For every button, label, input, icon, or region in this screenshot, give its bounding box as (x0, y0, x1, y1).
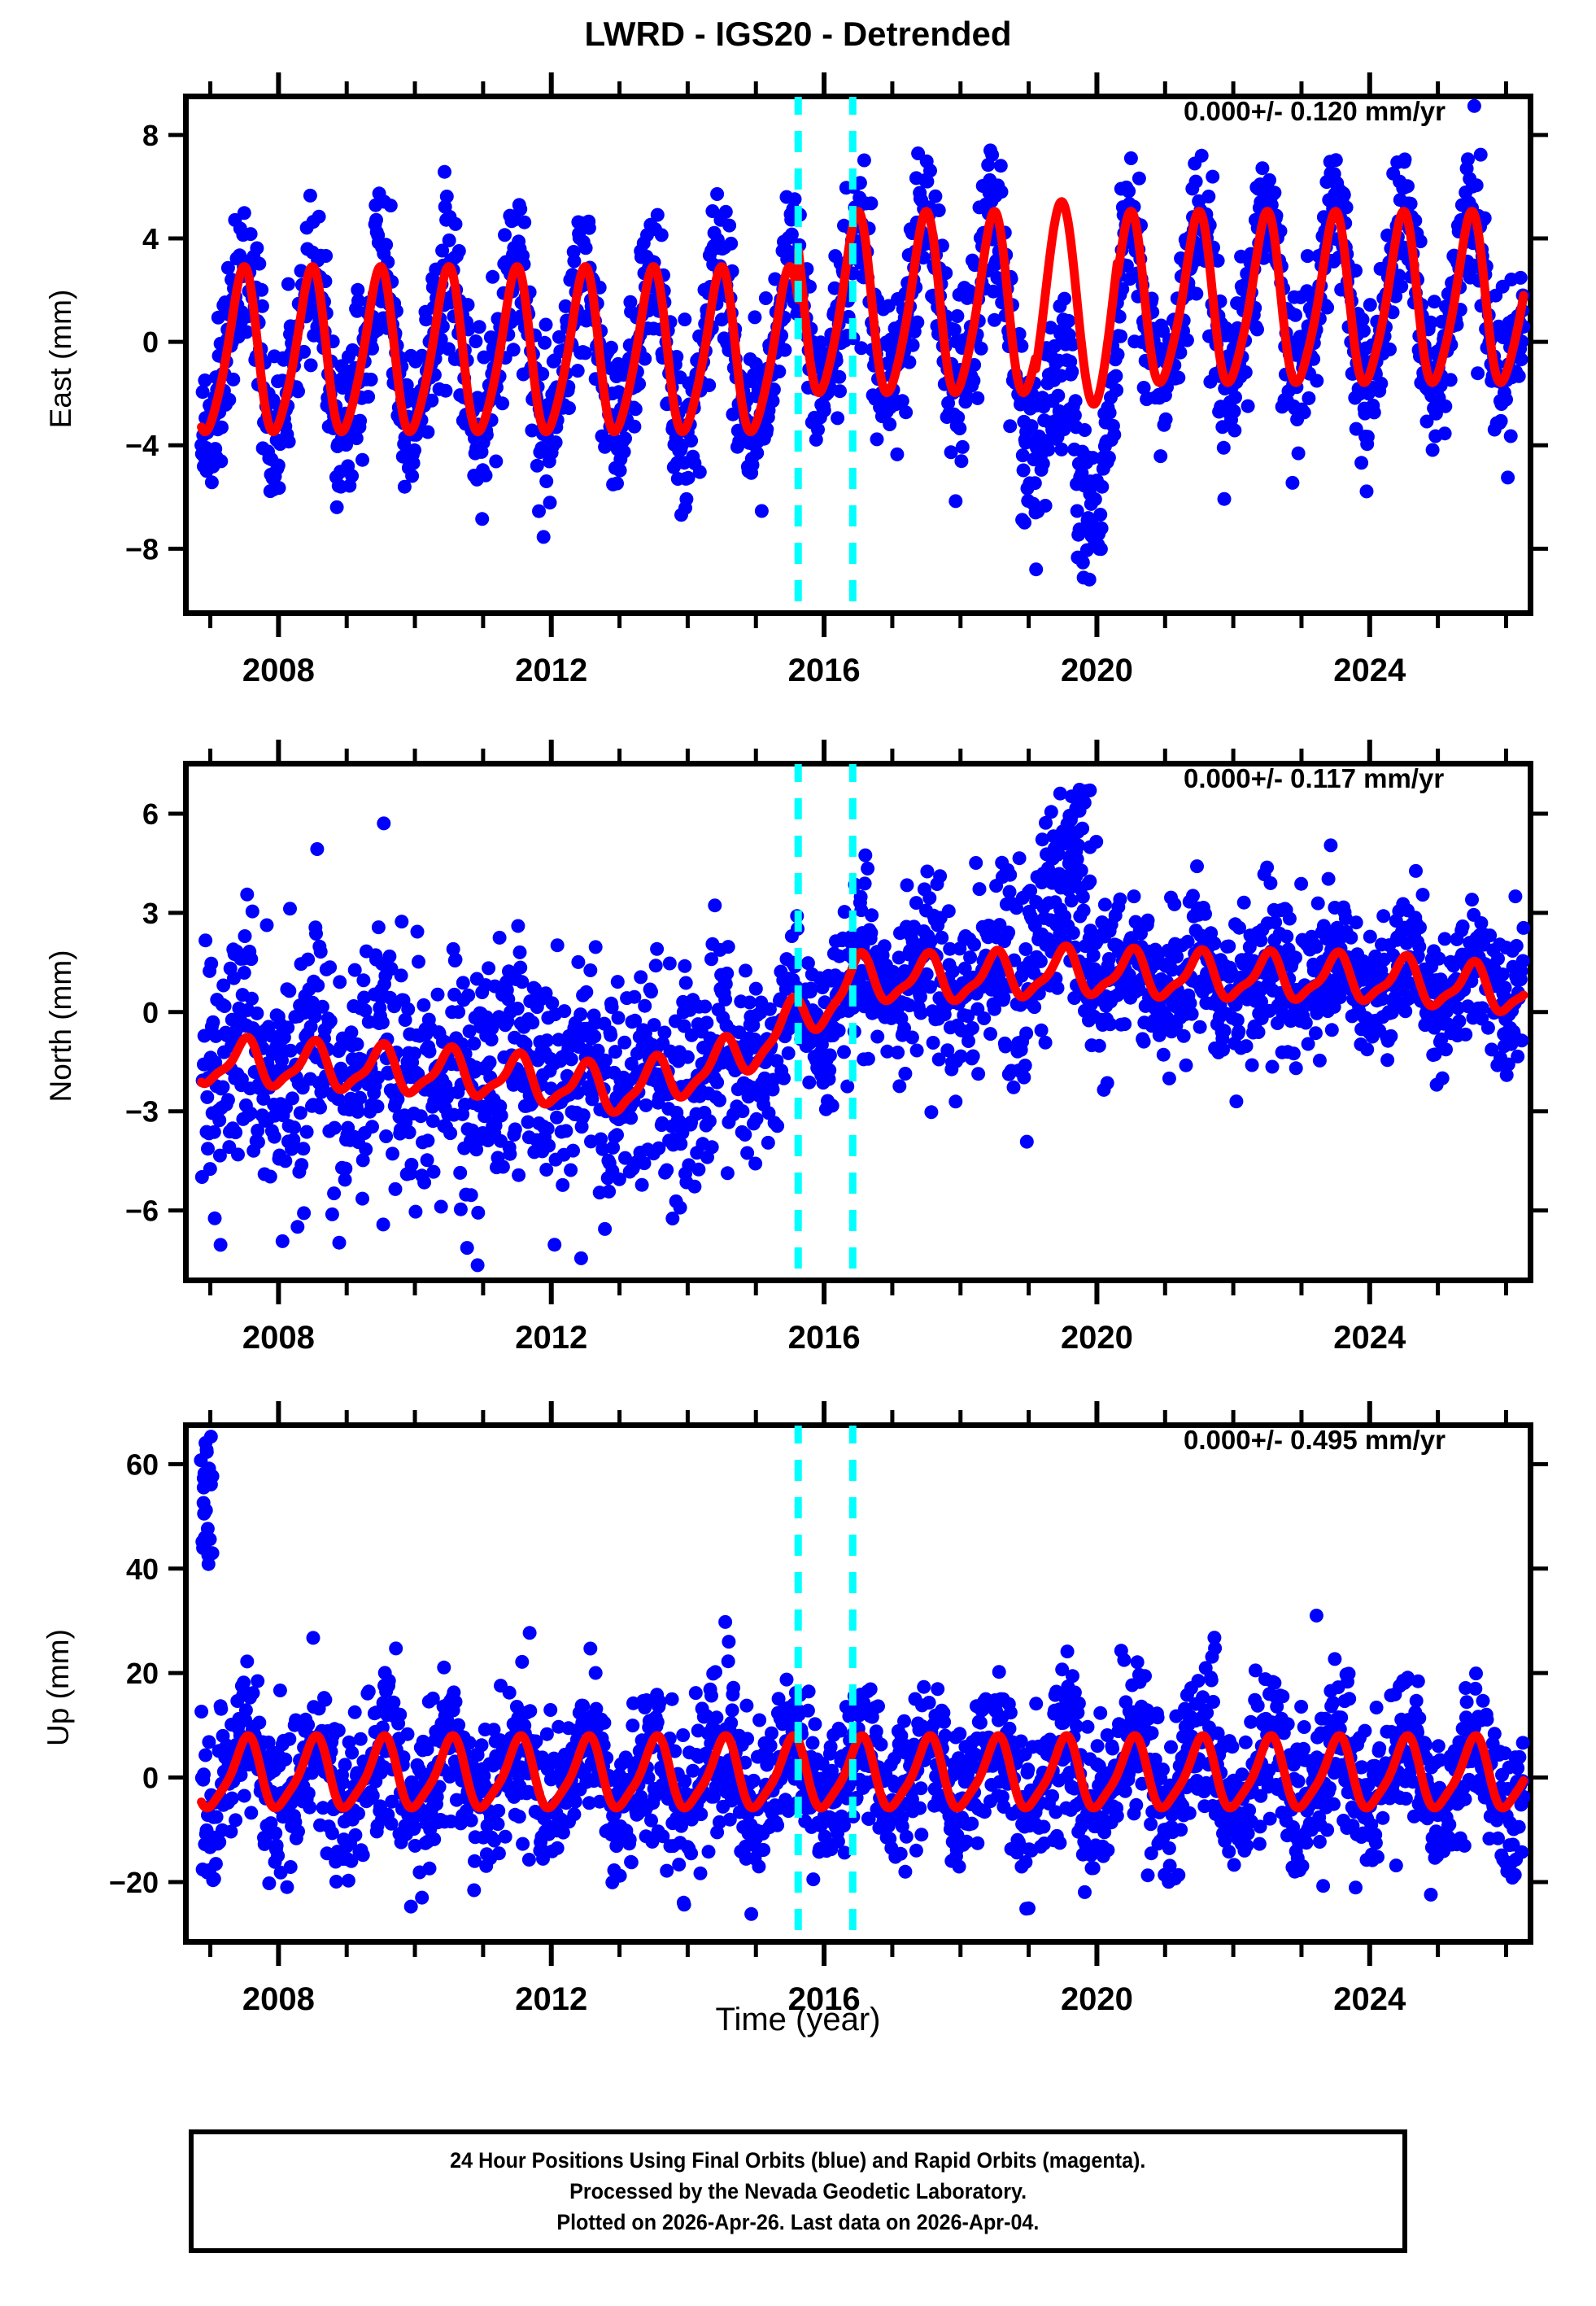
y-axis-label-east: East (mm) (44, 289, 77, 429)
plot-frame-up (183, 1422, 1533, 1945)
y-tick-label: 4 (142, 222, 159, 255)
y-tick-label: 8 (142, 119, 159, 152)
x-axis-label: Time (year) (715, 2002, 881, 2037)
y-tick-label: 0 (142, 996, 159, 1029)
y-tick-label: 6 (142, 797, 159, 831)
y-axis-label-up: Up (mm) (41, 1629, 75, 1746)
rate-annotation-north: 0.000+/- 0.117 mm/yr (1184, 763, 1445, 793)
x-tick-label: 2008 (242, 653, 315, 688)
panel-up: 60 40 20 0 −20 2008 2012 2016 2020 2024 Up (mm) 0… (0, 1329, 1596, 2061)
x-tick-label: 2024 (1333, 1981, 1406, 2017)
rate-annotation-up: 0.000+/- 0.495 mm/yr (1184, 1425, 1446, 1455)
y-tick-label: −20 (109, 1866, 159, 1899)
y-tick-label: −8 (125, 532, 159, 566)
plot-canvas-north: 6 3 0 −3 −6 2008 2012 2016 2020 2024 (125, 740, 1548, 1356)
x-tick-label: 2012 (515, 653, 587, 688)
x-tick-label: 2008 (242, 1320, 315, 1356)
x-tick-label: 2020 (1061, 1320, 1133, 1356)
x-tick-label: 2016 (788, 1981, 861, 2017)
footer-note-box: 24 Hour Positions Using Final Orbits (bl… (189, 2129, 1407, 2253)
x-tick-label: 2024 (1333, 1320, 1406, 1356)
x-tick-label: 2024 (1333, 653, 1406, 688)
y-tick-label: 0 (142, 325, 159, 359)
panel-east: 8 4 0 −4 −8 2008 2012 2016 2020 2024 East (mm) 0.… (0, 0, 1596, 700)
plot-canvas-up: 60 40 20 0 −20 2008 2012 2016 2020 2024 (109, 1401, 1548, 2017)
footer-line-1: 24 Hour Positions Using Final Orbits (bl… (450, 2147, 1146, 2173)
x-tick-label: 2012 (515, 1320, 587, 1356)
rate-annotation-east: 0.000+/- 0.120 mm/yr (1184, 96, 1446, 126)
page-title: LWRD - IGS20 - Detrended (584, 15, 1012, 53)
panel-north: 6 3 0 −3 −6 2008 2012 2016 2020 2024 North (mm) 0… (0, 667, 1596, 1367)
x-tick-label: 2016 (788, 1320, 861, 1356)
y-tick-label: 3 (142, 897, 159, 930)
footer-line-2: Processed by the Nevada Geodetic Laborat… (569, 2178, 1027, 2203)
x-tick-label: 2020 (1061, 1981, 1133, 2017)
plot-canvas-east: 8 4 0 −4 −8 2008 2012 2016 2020 2024 (125, 72, 1548, 688)
y-tick-label: 60 (126, 1448, 159, 1481)
x-tick-label: 2008 (242, 1981, 315, 2017)
y-tick-label: 20 (126, 1657, 159, 1690)
x-tick-label: 2016 (788, 653, 861, 688)
x-tick-label: 2020 (1061, 653, 1133, 688)
y-tick-label: −4 (125, 429, 159, 462)
footer-line-3: Plotted on 2026-Apr-26. Last data on 202… (556, 2210, 1040, 2235)
y-tick-label: −6 (125, 1194, 159, 1228)
y-tick-label: 0 (142, 1762, 159, 1795)
x-tick-label: 2012 (515, 1981, 587, 2017)
y-tick-label: −3 (125, 1095, 159, 1129)
y-tick-label: 40 (126, 1553, 159, 1586)
y-axis-label-north: North (mm) (44, 950, 77, 1103)
